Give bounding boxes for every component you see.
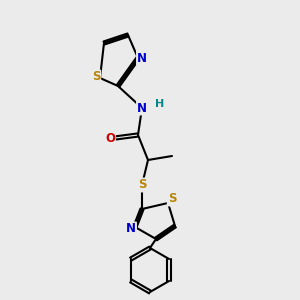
Text: O: O [105, 131, 115, 145]
Text: N: N [137, 52, 147, 64]
Text: N: N [137, 101, 147, 115]
Text: N: N [126, 223, 136, 236]
Text: S: S [92, 70, 100, 83]
Text: S: S [138, 178, 146, 191]
Text: H: H [155, 99, 165, 109]
Text: S: S [168, 193, 176, 206]
